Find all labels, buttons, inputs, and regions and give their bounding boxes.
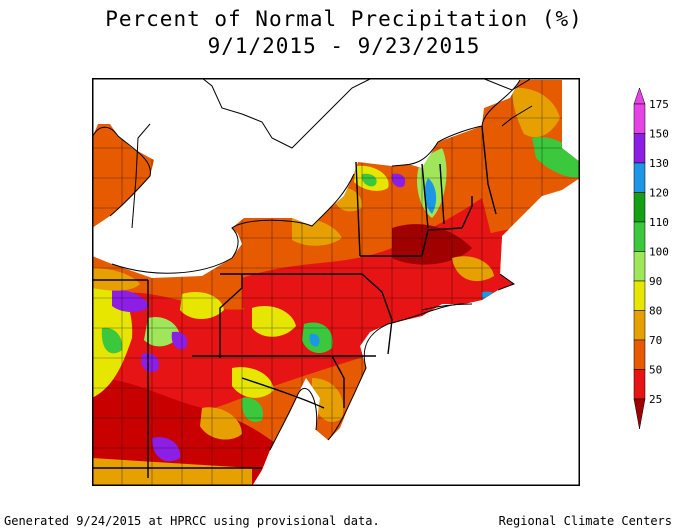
generation-note: Generated 9/24/2015 at HPRCC using provi… [4,514,380,528]
legend-arrow-bottom [633,398,646,430]
legend-swatch-80 [633,310,646,341]
legend-label-120: 120 [649,187,669,200]
map-frame [92,78,580,486]
legend-arrow-top [633,87,646,105]
legend-swatch-130 [633,162,646,193]
legend-swatch-120 [633,192,646,223]
legend-swatch-70 [633,339,646,370]
legend-swatch-90 [633,280,646,311]
legend-label-80: 80 [649,305,662,318]
legend-swatch-100 [633,251,646,282]
coastlines [92,78,533,451]
map-title-block: Percent of Normal Precipitation (%) 9/1/… [0,6,688,60]
legend-label-25: 25 [649,393,662,406]
precipitation-map [92,78,580,486]
legend-swatch-175 [633,103,646,134]
map-date-range: 9/1/2015 - 9/23/2015 [207,34,481,58]
state-borders [92,125,497,478]
legend-label-70: 70 [649,334,662,347]
map-title: Percent of Normal Precipitation (%) [105,7,583,31]
map-data-layer [92,78,580,486]
legend-label-50: 50 [649,364,662,377]
legend-swatch-110 [633,221,646,252]
legend-swatch-50 [633,369,646,400]
color-legend: 175 150 130 120 110 100 90 80 70 50 25 [633,87,669,430]
legend-label-130: 130 [649,157,669,170]
legend-swatch-150 [633,133,646,164]
credit-label: Regional Climate Centers [498,514,672,528]
legend-label-150: 150 [649,128,669,141]
legend-label-175: 175 [649,98,669,111]
legend-label-90: 90 [649,275,662,288]
legend-label-110: 110 [649,216,669,229]
legend-label-100: 100 [649,246,669,259]
